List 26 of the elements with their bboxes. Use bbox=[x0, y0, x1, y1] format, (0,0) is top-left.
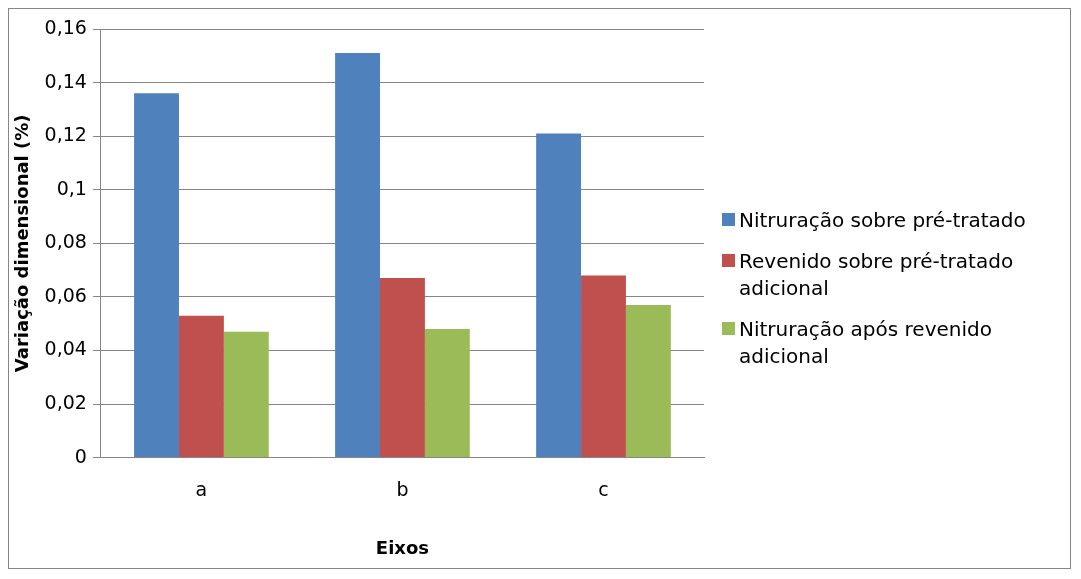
bar bbox=[178, 315, 224, 458]
y-tick-label: 0,16 bbox=[44, 15, 87, 38]
bar bbox=[335, 53, 380, 458]
y-tick-label: 0,08 bbox=[44, 230, 87, 253]
x-axis-title: Eixos bbox=[375, 536, 430, 558]
bar bbox=[424, 329, 470, 458]
bar bbox=[223, 331, 269, 458]
y-tick-label: 0,04 bbox=[44, 337, 87, 360]
y-tick-label: 0,02 bbox=[44, 390, 87, 413]
bar bbox=[536, 133, 582, 458]
y-axis-title: Variação dimensional (%) bbox=[11, 114, 33, 373]
legend-label: Revenido sobre pré-tratado adicional bbox=[739, 248, 1015, 302]
legend-label: Nitruração sobre pré-tratado bbox=[739, 207, 1027, 234]
bar bbox=[134, 93, 179, 458]
y-tick-label: 0,12 bbox=[44, 123, 87, 146]
y-tick-label: 0,14 bbox=[44, 69, 87, 92]
bar bbox=[625, 304, 671, 458]
y-tick-label: 0,06 bbox=[44, 283, 87, 306]
bar bbox=[581, 275, 626, 458]
legend-label: Nitruração após revenido adicional bbox=[739, 316, 993, 370]
x-tick-label: b bbox=[396, 477, 409, 500]
x-tick-label: a bbox=[195, 477, 208, 500]
y-tick-label: 0 bbox=[74, 444, 87, 467]
y-tick-label: 0,1 bbox=[56, 176, 87, 199]
x-tick-label: c bbox=[598, 477, 609, 500]
bar bbox=[380, 278, 425, 458]
